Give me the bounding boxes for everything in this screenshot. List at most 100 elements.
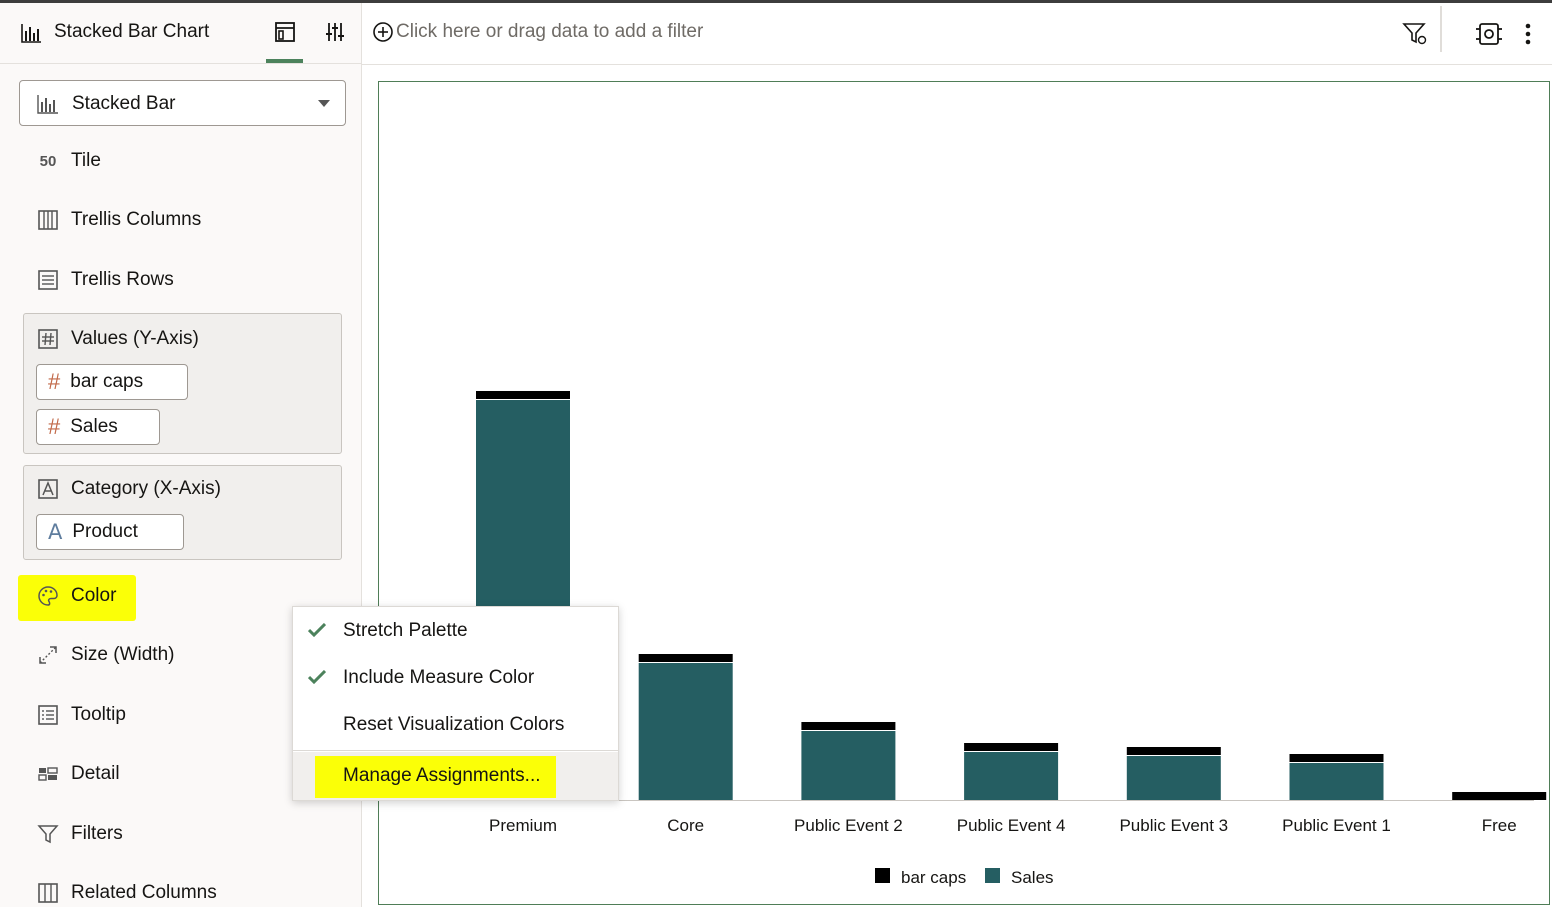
bar-sales[interactable] [638,663,733,800]
highlight-marker [18,575,136,621]
pill-label: Sales [70,416,118,437]
detail-icon [38,767,58,781]
drop-target-trellis-columns[interactable]: Trellis Columns [37,205,201,235]
drop-target-label: Related Columns [71,882,217,903]
bar-sales[interactable] [1126,756,1221,800]
values-header: Values (Y-Axis) [37,328,199,350]
drop-target-label: Trellis Rows [71,269,174,290]
bar-chart-icon [21,24,41,43]
drop-target-tooltip[interactable]: Tooltip [37,700,126,730]
x-tick-label: Public Event 1 [1282,816,1391,835]
toolbar-divider [1440,6,1442,52]
drop-target-label: Trellis Columns [71,209,202,230]
bar-caps[interactable] [801,722,896,730]
measure-hash-icon: # [48,414,61,439]
values-title: Values (Y-Axis) [71,328,199,349]
menu-item-reset-colors[interactable]: Reset Visualization Colors [293,703,618,747]
trellis-columns-icon [38,210,58,230]
add-circle-icon [373,22,393,42]
palette-icon [38,586,58,606]
value-pill-sales[interactable]: # Sales [36,409,160,445]
legend-swatch [985,868,1000,883]
drop-target-label: Color [71,585,117,606]
bar-sales[interactable] [1289,763,1384,800]
bar-caps[interactable] [964,743,1059,751]
filter-bar: Click here or drag data to add a filter [362,3,1552,65]
menu-item-stretch-palette[interactable]: Stretch Palette [293,609,618,653]
bar-caps[interactable] [1289,754,1384,762]
x-tick-label: Public Event 4 [957,816,1066,835]
panel-title: Stacked Bar Chart [54,21,210,42]
hash-box-icon [38,329,58,349]
active-tab-indicator [266,59,303,63]
properties-tab-icon[interactable] [323,20,347,44]
category-pill-product[interactable]: A Product [36,514,184,550]
drop-target-values[interactable]: Values (Y-Axis) # bar caps # Sales [23,313,342,454]
measure-hash-icon: # [48,369,61,394]
bar-sales[interactable] [801,731,896,800]
drop-target-label: Size (Width) [71,644,175,665]
legend-label: bar caps [901,868,966,887]
value-pill-bar-caps[interactable]: # bar caps [36,364,188,400]
drop-target-label: Tile [71,150,101,171]
menu-item-label: Include Measure Color [343,667,535,688]
trellis-rows-icon [38,270,58,290]
menu-item-label: Stretch Palette [343,620,468,641]
drop-target-related-columns[interactable]: Related Columns [37,878,217,907]
drop-target-tile[interactable]: 50 Tile [37,146,101,176]
filter-settings-icon[interactable] [1402,21,1428,47]
pill-label: Product [72,521,138,542]
drop-target-category[interactable]: Category (X-Axis) A Product [23,465,342,560]
tooltip-icon [38,705,58,725]
legend-swatch [875,868,890,883]
filter-placeholder: Click here or drag data to add a filter [396,21,704,42]
category-header: Category (X-Axis) [37,478,221,500]
drop-target-color[interactable]: Color [37,581,116,611]
highlight-marker [315,756,556,798]
x-tick-label: Premium [489,816,557,835]
related-columns-icon [38,883,58,903]
x-tick-label: Core [667,816,704,835]
bar-caps[interactable] [476,391,570,399]
bar-sales[interactable] [964,752,1059,800]
grammar-tab-icon[interactable] [273,20,297,44]
menu-item-include-measure-color[interactable]: Include Measure Color [293,656,618,700]
attribute-box-icon [38,479,58,499]
color-context-menu: Stretch Palette Include Measure Color Re… [292,606,619,801]
drop-target-filters[interactable]: Filters [37,819,123,849]
checkmark-icon [308,670,326,684]
bar-caps[interactable] [1452,792,1547,800]
legend-label: Sales [1011,868,1054,887]
drop-target-trellis-rows[interactable]: Trellis Rows [37,265,174,295]
panel-header: Stacked Bar Chart [0,3,361,64]
resize-icon [39,646,57,664]
bar-chart-icon [37,95,58,114]
filter-icon [37,825,59,844]
canvas-properties-icon[interactable] [1475,20,1503,48]
chevron-down-icon[interactable] [318,100,330,107]
drop-target-label: Filters [71,823,123,844]
attribute-a-icon: A [48,520,63,544]
drop-target-size[interactable]: Size (Width) [37,640,174,670]
pill-label: bar caps [70,371,144,392]
menu-item-label: Reset Visualization Colors [343,714,565,735]
checkmark-icon [308,623,326,637]
tile-icon: 50 [39,152,57,170]
more-options-icon[interactable] [1522,22,1534,48]
bar-caps[interactable] [638,654,733,662]
x-tick-label: Public Event 2 [794,816,903,835]
viz-type-dropdown[interactable]: Stacked Bar [19,80,346,126]
category-title: Category (X-Axis) [71,478,221,499]
window-top-border [0,0,1552,3]
drop-target-label: Detail [71,763,120,784]
viz-type-value: Stacked Bar [72,93,176,114]
add-filter-area[interactable]: Click here or drag data to add a filter [372,21,703,43]
drop-target-detail[interactable]: Detail [37,759,120,789]
menu-item-label: Manage Assignments... [343,765,541,786]
menu-item-manage-assignments[interactable]: Manage Assignments... [293,752,618,800]
x-tick-label: Free [1482,816,1517,835]
drop-target-label: Tooltip [71,704,126,725]
menu-divider [293,750,618,751]
bar-caps[interactable] [1126,747,1221,755]
x-tick-label: Public Event 3 [1119,816,1228,835]
